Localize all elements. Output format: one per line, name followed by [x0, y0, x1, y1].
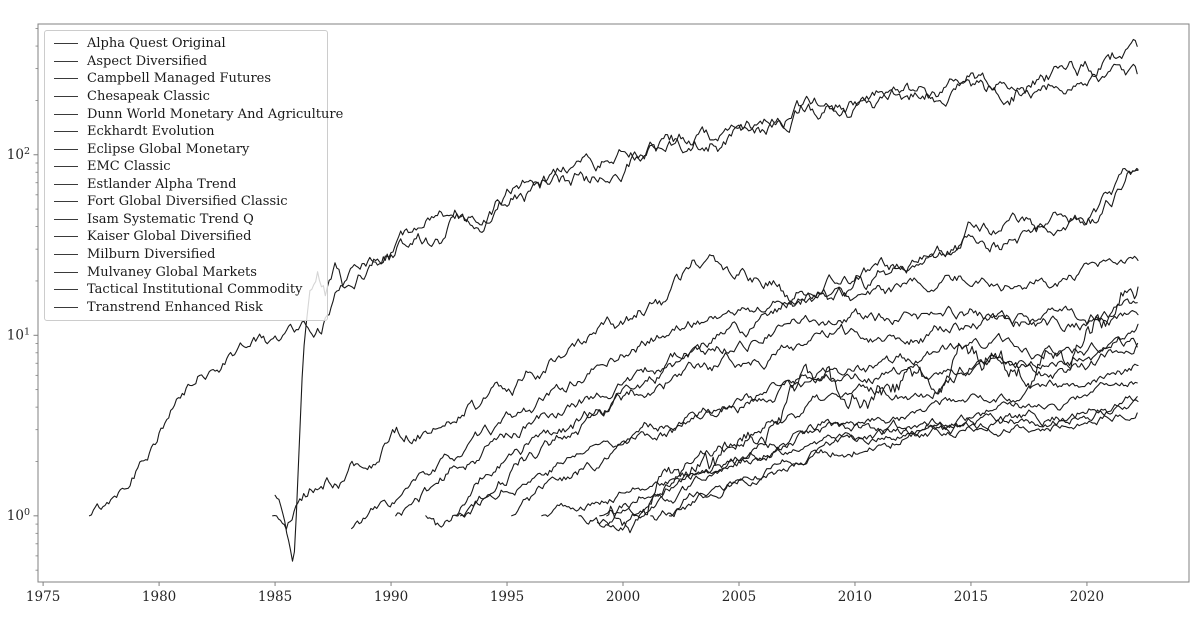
legend-label: Chesapeak Classic	[87, 88, 210, 104]
series-line-isam-systematic-trend-q	[596, 363, 1139, 532]
legend-label: Isam Systematic Trend Q	[87, 211, 254, 227]
legend-line-swatch	[54, 201, 78, 203]
legend-item: Campbell Managed Futures	[54, 70, 317, 87]
legend-item: Fort Global Diversified Classic	[54, 193, 317, 210]
x-tick-label: 2015	[954, 589, 988, 605]
legend-item: Kaiser Global Diversified	[54, 228, 317, 245]
legend-line-swatch	[54, 218, 78, 220]
legend-item: Tactical Institutional Commodity	[54, 281, 317, 298]
legend-line-swatch	[54, 166, 78, 168]
x-tick-label: 1980	[142, 589, 176, 605]
legend-item: Transtrend Enhanced Risk	[54, 299, 317, 316]
legend-line-swatch	[54, 271, 78, 273]
legend-line-swatch	[54, 183, 78, 185]
legend-label: Milburn Diversified	[87, 247, 216, 263]
legend-item: EMC Classic	[54, 158, 317, 175]
series-line-chesapeak-classic	[395, 305, 1139, 517]
legend-item: Eckhardt Evolution	[54, 123, 317, 140]
series-line-alpha-quest-original	[599, 395, 1138, 517]
y-tick-label: 102	[7, 146, 30, 163]
legend-label: EMC Classic	[87, 159, 171, 175]
legend-line-swatch	[54, 95, 78, 97]
legend-label: Dunn World Monetary And Agriculture	[87, 106, 344, 122]
legend-label: Aspect Diversified	[87, 53, 208, 69]
legend-line-swatch	[54, 131, 78, 133]
legend-line-swatch	[54, 148, 78, 150]
series-line-milburn-diversified	[272, 167, 1139, 530]
legend-line-swatch	[54, 78, 78, 80]
legend-label: Kaiser Global Diversified	[87, 229, 252, 245]
legend-item: Milburn Diversified	[54, 246, 317, 263]
legend-label: Estlander Alpha Trend	[87, 176, 237, 192]
legend-item: Isam Systematic Trend Q	[54, 211, 317, 228]
x-tick-label: 2000	[606, 589, 640, 605]
legend-item: Estlander Alpha Trend	[54, 176, 317, 193]
legend-line-swatch	[54, 43, 78, 45]
legend-item: Chesapeak Classic	[54, 88, 317, 105]
x-tick-label: 2005	[722, 589, 756, 605]
y-tick-label: 100	[7, 507, 30, 524]
legend-line-swatch	[54, 113, 78, 115]
legend-label: Campbell Managed Futures	[87, 71, 272, 87]
legend-line-swatch	[54, 60, 78, 62]
series-line-fort-global-diversified-classic	[668, 381, 1138, 517]
series-line-emc-classic	[274, 38, 1138, 562]
legend-line-swatch	[54, 306, 78, 308]
legend-line-swatch	[54, 254, 78, 256]
legend-item: Eclipse Global Monetary	[54, 141, 317, 158]
series-line-dunn-world-monetary-and-agriculture	[88, 63, 1138, 517]
series-line-aspect-diversified	[578, 342, 1139, 528]
y-tick-label: 101	[7, 326, 30, 343]
series-line-campbell-managed-futures	[351, 255, 1139, 530]
legend-item: Alpha Quest Original	[54, 35, 317, 52]
legend-line-swatch	[54, 289, 78, 291]
x-tick-label: 1985	[258, 589, 292, 605]
legend-label: Transtrend Enhanced Risk	[87, 299, 263, 315]
x-tick-label: 1975	[26, 589, 60, 605]
x-tick-label: 1995	[490, 589, 524, 605]
legend: Alpha Quest Original Aspect Diversified Ca…	[44, 30, 343, 321]
legend-item: Aspect Diversified	[54, 53, 317, 70]
legend-line-swatch	[54, 236, 78, 238]
plot-border	[37, 23, 1190, 583]
legend-label: Eckhardt Evolution	[87, 124, 215, 140]
x-tick-label: 2020	[1070, 589, 1104, 605]
x-tick-label: 1990	[374, 589, 408, 605]
series-line-eclipse-global-monetary	[460, 336, 1138, 518]
series-line-transtrend-enhanced-risk	[455, 167, 1139, 518]
legend-label: Fort Global Diversified Classic	[87, 194, 288, 210]
legend-item: Dunn World Monetary And Agriculture	[54, 106, 343, 123]
series-line-tactical-institutional-commodity	[541, 412, 1138, 517]
legend-label: Tactical Institutional Commodity	[87, 282, 303, 298]
legend-label: Eclipse Global Monetary	[87, 141, 250, 157]
legend-item: Mulvaney Global Markets	[54, 264, 317, 281]
series-line-estlander-alpha-trend	[425, 298, 1138, 528]
legend-label: Mulvaney Global Markets	[87, 264, 257, 280]
series-line-mulvaney-global-markets	[606, 286, 1139, 534]
series-line-kaiser-global-diversified	[511, 323, 1139, 517]
legend-label: Alpha Quest Original	[87, 36, 226, 52]
x-tick-label: 2010	[838, 589, 872, 605]
